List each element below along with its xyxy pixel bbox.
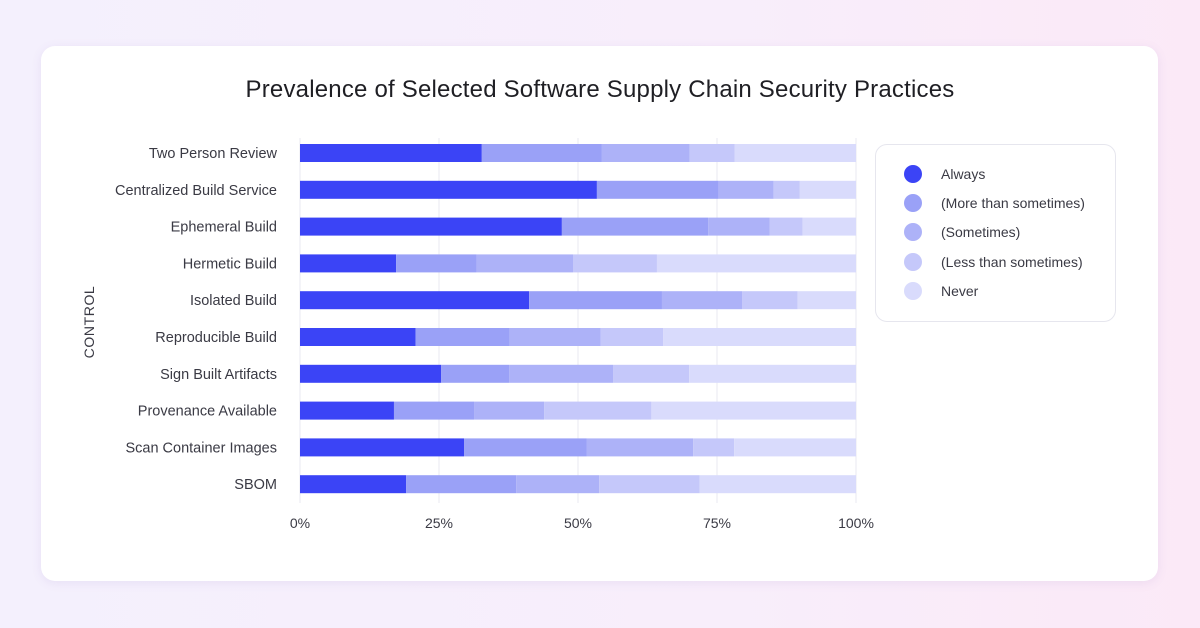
bar-segment	[300, 254, 397, 273]
legend-swatch	[904, 252, 922, 271]
bar-segment	[596, 180, 719, 199]
category-label: Provenance Available	[138, 404, 277, 420]
bar-segment	[799, 180, 856, 199]
bar-segment	[600, 328, 664, 346]
legend-item: (Less than sometimes)	[904, 251, 1083, 273]
legend-swatch	[904, 223, 922, 242]
chart-title: Prevalence of Selected Software Supply C…	[245, 76, 955, 103]
legend: Always (More than sometimes) (Sometimes) (L…	[875, 144, 1116, 322]
bar-segment	[734, 438, 856, 457]
bar-segment	[476, 254, 573, 273]
bar-segment	[802, 217, 856, 236]
bar-segment	[300, 475, 407, 494]
legend-label: (Sometimes)	[941, 224, 1021, 241]
bar-segment	[689, 144, 735, 162]
category-label: Ephemeral Build	[171, 220, 277, 236]
bar-segment	[406, 475, 517, 494]
bar-segment	[481, 144, 602, 162]
legend-label: Never	[941, 282, 979, 299]
category-label: Centralized Build Service	[115, 183, 277, 199]
bar-segment	[544, 401, 652, 420]
legend-swatch	[904, 165, 922, 183]
bar-segment	[718, 180, 774, 199]
bar-segment	[601, 144, 690, 162]
bar-segment	[300, 217, 562, 236]
x-tick-label: 100%	[838, 515, 874, 531]
legend-swatch	[904, 194, 922, 213]
x-tick-label: 75%	[703, 515, 731, 531]
bar-segment	[415, 328, 510, 346]
bar-segment	[393, 401, 475, 420]
x-tick-label: 25%	[425, 515, 453, 531]
category-label: Scan Container Images	[125, 440, 277, 456]
legend-item: (Sometimes)	[904, 221, 1020, 243]
bar-segment	[509, 328, 601, 346]
legend-label: (More than sometimes)	[941, 195, 1085, 212]
bar-segment	[651, 401, 856, 420]
bar-segment	[441, 364, 510, 383]
bar-segment	[509, 364, 614, 383]
x-tick-label: 0%	[290, 515, 310, 531]
bar-segment	[396, 254, 477, 273]
bar-segment	[693, 438, 735, 457]
category-label: Two Person Review	[149, 146, 278, 162]
legend-swatch	[904, 281, 922, 300]
bar-segment	[708, 217, 770, 236]
category-label: Isolated Build	[190, 293, 277, 309]
bar-segment	[300, 180, 597, 199]
legend-item: Never	[904, 280, 978, 302]
bar-segment	[572, 254, 657, 273]
bar-segment	[734, 144, 856, 162]
bar-segment	[599, 475, 700, 494]
bar-segment	[516, 475, 600, 494]
x-tick-label: 50%	[564, 515, 592, 531]
bar-segment	[586, 438, 694, 457]
bar-segment	[773, 180, 800, 199]
category-label: Sign Built Artifacts	[160, 367, 277, 383]
legend-item: (More than sometimes)	[904, 192, 1085, 214]
bar-segment	[663, 328, 856, 346]
bar-segment	[300, 144, 482, 162]
bar-segment	[561, 217, 709, 236]
bar-segment	[529, 291, 662, 310]
bar-segment	[300, 328, 416, 346]
bar-segment	[797, 291, 856, 310]
bar-segment	[300, 401, 394, 420]
bar-segment	[300, 291, 530, 310]
bar-segment	[661, 291, 743, 310]
category-label: Reproducible Build	[155, 330, 277, 346]
bar-segment	[613, 364, 690, 383]
legend-label: (Less than sometimes)	[941, 253, 1083, 270]
bar-segment	[474, 401, 545, 420]
bar-segment	[742, 291, 798, 310]
bar-segment	[699, 475, 856, 494]
bar-segment	[769, 217, 803, 236]
bar-segment	[300, 438, 465, 457]
bar-segment	[464, 438, 587, 457]
category-label: Hermetic Build	[183, 256, 277, 272]
legend-label: Always	[941, 166, 986, 182]
bar-segment	[689, 364, 856, 383]
legend-item: Always	[904, 163, 985, 185]
bar-segment	[656, 254, 856, 273]
bar-segment	[300, 364, 442, 383]
category-label: SBOM	[234, 477, 277, 493]
